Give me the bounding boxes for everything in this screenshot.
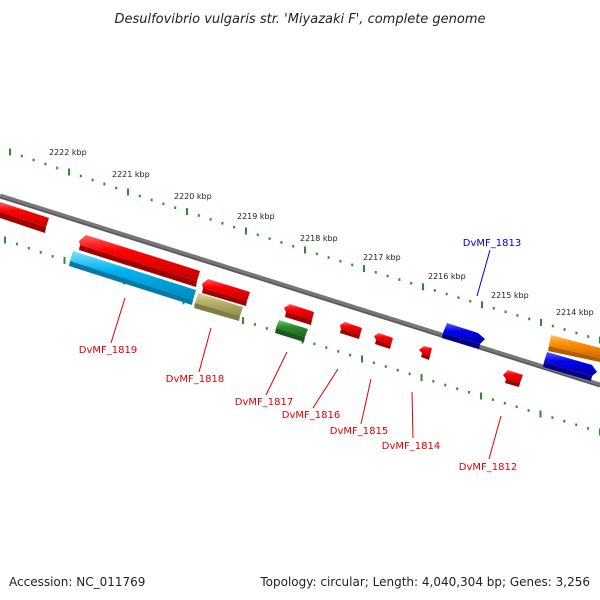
gene-feature[interactable] — [0, 202, 49, 233]
gene-DvMF_1818[interactable] — [194, 293, 243, 321]
gene-blue-right[interactable] — [543, 352, 597, 381]
genome-backbone — [0, 193, 600, 388]
gene-DvMF_1815[interactable] — [374, 333, 393, 349]
gene-DvMF_1813[interactable] — [442, 323, 485, 349]
accession-text: Accession: NC_011769 — [9, 575, 145, 589]
genome-backbone-shade — [0, 196, 600, 388]
gene-label-DvMF_1812: DvMF_1812 — [459, 462, 517, 473]
gene-DvMF_1817[interactable] — [275, 320, 308, 342]
gene-label-DvMF_1815: DvMF_1815 — [330, 426, 388, 437]
scale-label: 2219 kbp — [237, 212, 275, 221]
gene-label-DvMF_1819: DvMF_1819 — [79, 345, 137, 356]
scale-label: 2215 kbp — [491, 291, 529, 300]
gene-red-small[interactable] — [284, 304, 314, 325]
scale-label: 2218 kbp — [300, 234, 338, 243]
scale-label: 2220 kbp — [174, 192, 212, 201]
genome-summary-text: Topology: circular; Length: 4,040,304 bp… — [259, 575, 590, 589]
gene-DvMF_1812[interactable] — [503, 370, 523, 387]
scale-label: 2222 kbp — [49, 148, 87, 157]
gene-feature[interactable] — [79, 235, 200, 287]
gene-label-DvMF_1817: DvMF_1817 — [235, 397, 293, 408]
gene-DvMF_1816[interactable] — [340, 322, 362, 339]
scale-label: 2216 kbp — [428, 272, 466, 281]
gene-label-DvMF_1814: DvMF_1814 — [382, 441, 440, 452]
outer-scale-ticks — [9, 148, 600, 344]
gene-DvMF_1814[interactable] — [419, 346, 432, 360]
gene-orange[interactable] — [548, 335, 600, 362]
gene-feature[interactable] — [202, 279, 250, 306]
scale-label: 2217 kbp — [363, 253, 401, 262]
gene-DvMF_1819[interactable] — [69, 251, 196, 305]
gene-label-DvMF_1818: DvMF_1818 — [166, 374, 224, 385]
gene-label-DvMF_1816: DvMF_1816 — [282, 410, 340, 421]
map-title: Desulfovibrio vulgaris str. 'Miyazaki F'… — [114, 12, 485, 27]
leader-lines — [110, 249, 502, 460]
gene-label-DvMF_1813: DvMF_1813 — [463, 238, 521, 249]
scale-label: 2221 kbp — [112, 170, 150, 179]
scale-label: 2214 kbp — [556, 308, 594, 317]
